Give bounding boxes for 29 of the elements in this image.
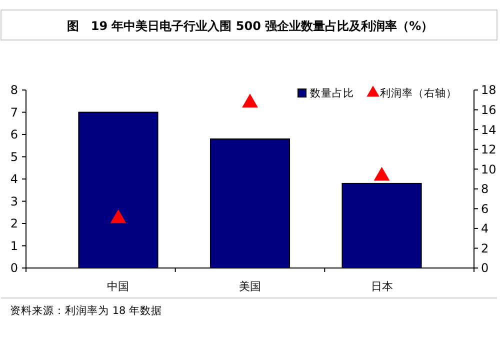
point	[374, 166, 390, 181]
point	[242, 94, 258, 108]
y2-tick-label: 8	[481, 182, 489, 196]
y-tick-label: 3	[10, 194, 18, 208]
y-tick-label: 6	[10, 128, 18, 142]
y2-tick-label: 6	[481, 202, 489, 216]
y2-tick-label: 0	[481, 261, 489, 276]
x-tick-label: 美国	[239, 280, 261, 293]
y2-tick-label: 10	[481, 162, 496, 176]
x-tick-label: 日本	[370, 280, 393, 293]
y2-tick-label: 18	[481, 83, 496, 98]
chart-title: 图 19 年中美日电子行业入围 500 强企业数量占比及利润率（%）	[66, 19, 434, 33]
y-tick-label: 5	[10, 150, 18, 164]
y-tick-label: 0	[10, 261, 18, 276]
y2-tick-label: 12	[481, 142, 496, 157]
point	[110, 209, 126, 224]
y-tick-label: 1	[10, 238, 18, 253]
y2-tick-label: 16	[481, 102, 496, 117]
y-tick-label: 7	[10, 105, 18, 120]
y-tick-label: 4	[10, 172, 18, 186]
legend-label: 利润率（右轴）	[380, 86, 457, 100]
legend-label: 数量占比	[310, 86, 354, 100]
y2-tick-label: 2	[481, 241, 489, 256]
y2-tick-label: 4	[481, 222, 489, 236]
y-tick-label: 8	[10, 83, 18, 98]
x-tick-label: 中国	[107, 280, 130, 293]
y2-tick-label: 14	[481, 122, 496, 137]
text: 资料来源：利润率为 18 年数据	[10, 304, 162, 317]
y-tick-label: 2	[10, 216, 18, 231]
